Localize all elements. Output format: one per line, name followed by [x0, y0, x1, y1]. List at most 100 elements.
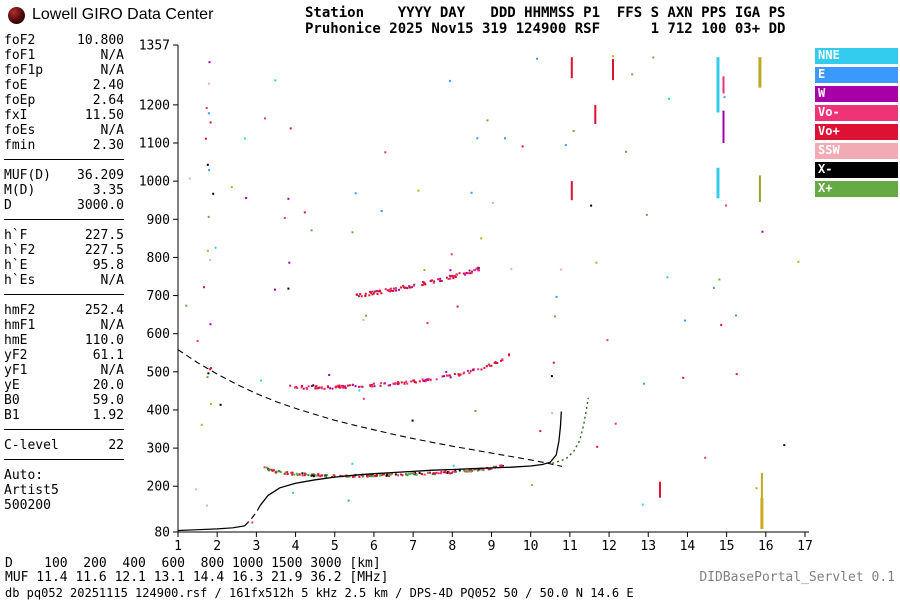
legend-item-vo: Vo- [815, 105, 898, 121]
param-hmf2: hmF2 252.4 [4, 303, 124, 318]
legend-item-x: X+ [815, 181, 898, 197]
param-label: foF2 [4, 33, 36, 48]
x-tick-label: 15 [719, 539, 735, 554]
profile-f-region [259, 411, 562, 506]
measurement-info: db pq052 20251115 124900.rsf / 161fx512h… [5, 586, 634, 600]
param-yf2: yF2 61.1 [4, 348, 124, 363]
x-mode-fit [551, 397, 589, 465]
y-tick-label: 1357 [139, 39, 170, 54]
axes: 8020030040050060070080090010001100120013… [139, 39, 813, 555]
param-fof1: foF1 N/A [4, 48, 124, 63]
x-tick-label: 10 [523, 539, 539, 554]
param-h-es: h`Es N/A [4, 273, 124, 288]
param-value: N/A [100, 48, 124, 63]
echo-strip [758, 175, 761, 203]
y-tick-label: 1000 [139, 175, 170, 190]
x-tick-label: 2 [213, 539, 221, 554]
x-tick-label: 11 [562, 539, 578, 554]
x-tick-label: 3 [252, 539, 260, 554]
echo-strip [722, 76, 725, 94]
x-tick-label: 13 [640, 539, 656, 554]
param-value: 3000.0 [77, 198, 124, 213]
echo-traces [263, 266, 511, 478]
profile-valley [244, 505, 261, 527]
brand-header: Lowell GIRO Data Center [8, 6, 213, 24]
param-h-f: h`F 227.5 [4, 228, 124, 243]
x-tick-label: 16 [758, 539, 774, 554]
param-fof2: foF2 10.800 [4, 33, 124, 48]
x-tick-label: 8 [448, 539, 456, 554]
param-value: N/A [100, 273, 124, 288]
param-label: foEs [4, 123, 36, 138]
servlet-version: DIDBasePortal_Servlet 0.1 [699, 570, 895, 585]
param-label: M(D) [4, 183, 36, 198]
param-group-1: foF2 10.800 foF1 N/A foF1p N/A foE 2.40 foEp 2.64… [4, 33, 124, 160]
param-value: 2.40 [92, 78, 124, 93]
noise-dots [185, 55, 800, 524]
legend-item-nne: NNE [815, 48, 898, 64]
y-tick-label: 500 [147, 365, 170, 380]
legend-item-e: E [815, 67, 898, 83]
echo-strip [758, 57, 762, 88]
param-label: hmF2 [4, 303, 36, 318]
param-h-f2: h`F2 227.5 [4, 243, 124, 258]
param-label: D [4, 198, 12, 213]
param-label: MUF(D) [4, 168, 51, 183]
param-label: hmE [4, 333, 28, 348]
x-tick-label: 6 [370, 539, 378, 554]
param-group-5: C-level 22 [4, 438, 124, 460]
muf-row: MUF 11.4 11.6 12.1 13.1 14.4 16.3 21.9 3… [5, 570, 389, 585]
param-label: foF1p [4, 63, 44, 78]
param-value: 61.1 [92, 348, 124, 363]
brand-title: Lowell GIRO Data Center [32, 6, 214, 23]
param-value: 95.8 [92, 258, 124, 273]
param-label: hmF1 [4, 318, 36, 333]
x-tick-label: 5 [331, 539, 339, 554]
y-tick-label: 800 [147, 251, 170, 266]
echo-strip [570, 181, 573, 201]
param-value: 252.4 [84, 303, 124, 318]
param-yf1: yF1 N/A [4, 363, 124, 378]
param-foe: foE 2.40 [4, 78, 124, 93]
param-value: 3.35 [92, 183, 124, 198]
y-tick-label: 700 [147, 289, 170, 304]
echo-strip [570, 57, 573, 79]
param-value: 10.800 [77, 33, 124, 48]
y-tick-label: 200 [147, 480, 170, 495]
param-value: 2.64 [92, 93, 124, 108]
station-header: Station YYYY DAY DDD HHMMSS P1 FFS S AXN… [305, 5, 785, 37]
echo-strip [594, 104, 597, 124]
profile-e-region [177, 525, 245, 532]
param-artist5: Artist5 [4, 483, 124, 498]
y-tick-label: 1200 [139, 98, 170, 113]
param-label: 500200 [4, 498, 51, 513]
x-tick-label: 12 [601, 539, 617, 554]
legend-item-w: W [815, 86, 898, 102]
param-h-e: h`E 95.8 [4, 258, 124, 273]
param-label: yF2 [4, 348, 28, 363]
y-tick-label: 400 [147, 403, 170, 418]
param-label: foEp [4, 93, 36, 108]
echo-strip [722, 110, 725, 143]
param-label: Artist5 [4, 483, 59, 498]
param-label: Auto: [4, 468, 44, 483]
station-header-columns: Station YYYY DAY DDD HHMMSS P1 FFS S AXN… [305, 5, 786, 21]
interference-strips [570, 57, 764, 529]
param-b0: B0 59.0 [4, 393, 124, 408]
x-tick-label: 14 [680, 539, 696, 554]
param-m-d: M(D) 3.35 [4, 183, 124, 198]
param-hme: hmE 110.0 [4, 333, 124, 348]
param-label: h`E [4, 258, 28, 273]
legend-item-vo: Vo+ [815, 124, 898, 140]
param-value: N/A [100, 363, 124, 378]
param-ye: yE 20.0 [4, 378, 124, 393]
param-value: 110.0 [84, 333, 124, 348]
param-value: 36.209 [77, 168, 124, 183]
param-fxi: fxI 11.50 [4, 108, 124, 123]
param-auto: Auto: [4, 468, 124, 483]
echo-strip [716, 167, 720, 199]
param-value: N/A [100, 318, 124, 333]
y-tick-label: 600 [147, 327, 170, 342]
param-value: 2.30 [92, 138, 124, 153]
